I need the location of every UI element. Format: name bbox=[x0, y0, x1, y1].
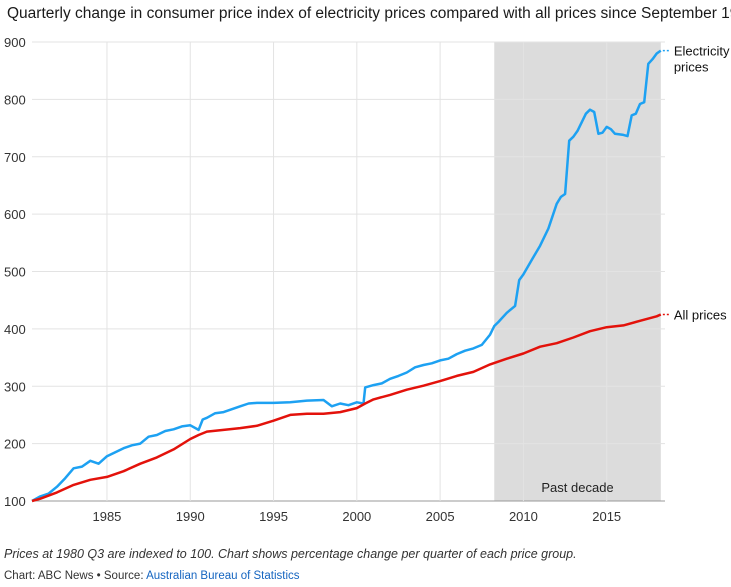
y-tick-label: 700 bbox=[4, 150, 26, 165]
series-label-line: prices bbox=[674, 60, 709, 75]
chart-footnote: Prices at 1980 Q3 are indexed to 100. Ch… bbox=[4, 547, 577, 561]
x-tick-label: 2000 bbox=[342, 509, 371, 524]
series-line-all-prices bbox=[31, 313, 662, 503]
axis-layer: 100 200 300 400 500 600 700 800 900 1985 1990 1995 2… bbox=[4, 35, 621, 524]
past-decade-label: Past decade bbox=[541, 480, 613, 495]
x-tick-label: 1995 bbox=[259, 509, 288, 524]
y-tick-label: 500 bbox=[4, 265, 26, 280]
series-label-line: All prices bbox=[674, 308, 727, 323]
chart-credit: Chart: ABC News • Source: Australian Bur… bbox=[4, 570, 300, 582]
label-layer: Electricity prices All prices bbox=[662, 44, 730, 323]
y-tick-label: 300 bbox=[4, 379, 26, 394]
y-tick-label: 900 bbox=[4, 35, 26, 50]
x-tick-label: 2015 bbox=[592, 509, 621, 524]
source-link[interactable]: Australian Bureau of Statistics bbox=[146, 570, 300, 582]
grid-layer bbox=[32, 41, 665, 502]
y-tick-label: 100 bbox=[4, 494, 26, 509]
series-line-electricity bbox=[31, 49, 662, 503]
y-tick-label: 400 bbox=[4, 322, 26, 337]
y-tick-label: 800 bbox=[4, 92, 26, 107]
series-label-all-prices: All prices bbox=[674, 308, 727, 323]
chart-title: Quarterly change in consumer price index… bbox=[7, 5, 731, 22]
x-tick-label: 2005 bbox=[426, 509, 455, 524]
y-tick-label: 600 bbox=[4, 207, 26, 222]
series-label-electricity: Electricity prices bbox=[674, 44, 730, 75]
x-tick-label: 1990 bbox=[176, 509, 205, 524]
series-layer bbox=[31, 49, 662, 503]
y-tick-label: 200 bbox=[4, 437, 26, 452]
x-tick-label: 2010 bbox=[509, 509, 538, 524]
x-tick-label: 1985 bbox=[92, 509, 121, 524]
series-label-line: Electricity bbox=[674, 44, 730, 59]
credit-prefix: Chart: ABC News • Source: bbox=[4, 570, 147, 582]
